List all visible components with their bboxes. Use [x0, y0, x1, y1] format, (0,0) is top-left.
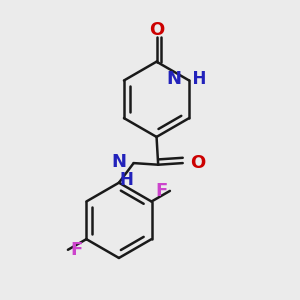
- Text: F: F: [155, 182, 167, 200]
- Text: O: O: [149, 21, 164, 39]
- Text: O: O: [190, 154, 205, 172]
- Text: N: N: [111, 153, 126, 171]
- Text: H: H: [119, 171, 134, 189]
- Text: N: N: [166, 70, 181, 88]
- Text: H: H: [181, 70, 206, 88]
- Text: F: F: [70, 241, 83, 259]
